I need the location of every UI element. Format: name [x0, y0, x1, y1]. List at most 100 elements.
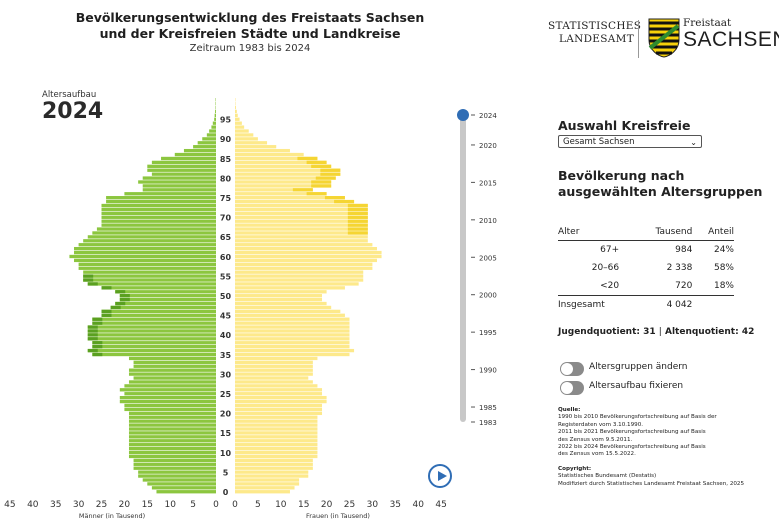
bar-women-age-42: [235, 325, 350, 329]
bar-women-age-96: [235, 113, 238, 118]
bar-women-age-63: [235, 243, 373, 247]
bar-women-age-78: [235, 184, 332, 188]
bar-women-age-11: [235, 446, 318, 451]
bar-men-age-35: [92, 352, 216, 357]
bar-women-age-21: [235, 407, 323, 412]
bar-men-age-11: [128, 446, 216, 451]
bar-men-excess-age-41: [87, 329, 98, 333]
chevron-down-icon: ⌄: [690, 138, 697, 147]
bar-men-excess-age-42: [87, 325, 98, 329]
bar-men-excess-age-46: [101, 309, 112, 314]
slider-tick-label: 1985: [479, 404, 497, 412]
bar-men-age-53: [87, 282, 216, 286]
bar-men-age-8: [133, 458, 216, 463]
total-alter: Insgesamt: [558, 295, 634, 314]
x-tick-label: 20: [119, 500, 131, 510]
bar-women-excess-age-83: [311, 164, 332, 168]
table-row: <20 720 18%: [558, 277, 734, 296]
bar-men-age-72: [101, 207, 216, 212]
bar-men-age-51: [115, 290, 216, 294]
bar-women-age-79: [235, 180, 332, 184]
altersgruppen-toggle[interactable]: [560, 362, 584, 376]
bar-men-age-79: [138, 180, 216, 184]
bar-men-age-81: [151, 172, 216, 176]
bar-men-age-76: [124, 192, 216, 196]
bar-women-age-62: [235, 246, 377, 251]
bar-women-age-60: [235, 254, 382, 259]
bar-men-age-6: [133, 466, 216, 470]
bar-women-age-22: [235, 403, 323, 408]
chart-subtitle: Zeitraum 1983 bis 2024: [189, 43, 311, 54]
slider-tick-label: 1995: [479, 329, 497, 337]
bar-men-age-70: [101, 215, 216, 219]
bar-men-age-33: [133, 360, 216, 365]
bar-women-age-5: [235, 470, 309, 474]
bar-women-age-10: [235, 450, 318, 455]
bar-men-age-84: [151, 160, 216, 165]
bar-women-age-82: [235, 168, 341, 172]
source-notes: Quelle: 1990 bis 2010 Bevölkerungsfortsc…: [558, 407, 773, 488]
bar-women-age-92: [235, 129, 249, 133]
slider-handle[interactable]: [457, 109, 469, 121]
x-tick-label: 5: [190, 500, 196, 510]
bar-women-excess-age-74: [334, 199, 355, 204]
bar-women-age-45: [235, 313, 345, 317]
bar-women-age-59: [235, 258, 377, 263]
bar-men-age-4: [138, 474, 216, 478]
bar-men-excess-age-54: [83, 278, 94, 282]
bar-women-age-18: [235, 419, 318, 423]
bar-men-age-19: [128, 415, 216, 419]
bar-men-age-1: [151, 486, 216, 490]
bar-men-age-90: [202, 137, 216, 141]
bar-men-age-18: [128, 419, 216, 423]
bar-men-age-23: [119, 399, 216, 404]
bar-men-age-67: [96, 227, 216, 231]
bar-women-age-64: [235, 239, 368, 243]
bar-men-age-37: [92, 345, 216, 349]
year-slider[interactable]: 2024 2020 2015 2010 2005 2000 1995 1990 1985 1983: [450, 100, 510, 430]
bar-women-age-47: [235, 305, 332, 310]
bar-men-age-91: [206, 133, 216, 137]
current-year: 2024: [42, 99, 104, 124]
slider-track[interactable]: [460, 115, 466, 422]
altersaufbau-fixieren-toggle[interactable]: [560, 381, 584, 395]
bar-men-age-43: [92, 321, 216, 325]
bar-women-age-65: [235, 235, 368, 239]
total-anteil: [692, 295, 734, 314]
bar-men-age-21: [124, 407, 216, 412]
bar-men-age-25: [124, 392, 216, 396]
bar-women-age-1: [235, 486, 295, 490]
slider-tick-label: 1990: [479, 367, 497, 375]
altersaufbau-label: Altersaufbau: [42, 90, 97, 100]
bar-men-age-71: [101, 211, 216, 216]
bar-women-excess-age-84: [306, 160, 327, 165]
age-tick-label: 50: [220, 292, 232, 301]
bar-women-age-88: [235, 145, 277, 149]
x-tick-label: 10: [164, 500, 176, 510]
bar-women-age-98: [235, 105, 236, 110]
bar-men-age-16: [128, 427, 216, 431]
logo-freistaat-text: Freistaat: [683, 17, 732, 29]
bar-men-age-97: [215, 109, 216, 114]
bar-women-excess-age-77: [292, 188, 313, 192]
region-select[interactable]: Gesamt Sachsen ⌄: [558, 135, 702, 148]
bar-women-age-81: [235, 172, 341, 176]
bar-women-age-73: [235, 203, 368, 208]
bar-women-age-74: [235, 199, 355, 204]
jugendquotient: Jugendquotient: 31: [558, 327, 656, 337]
bar-women-age-4: [235, 474, 309, 478]
table-header-row: Alter Tausend Anteil: [558, 225, 734, 241]
bar-men-age-2: [147, 482, 216, 486]
x-tick-label: 30: [367, 500, 379, 510]
bar-women-age-75: [235, 196, 345, 200]
bar-men-age-13: [128, 439, 216, 443]
bar-women-age-43: [235, 321, 350, 325]
bar-women-age-19: [235, 415, 318, 419]
bar-women-age-76: [235, 192, 327, 196]
age-tick-label: 60: [220, 253, 232, 262]
bar-men-age-66: [92, 231, 216, 235]
play-button[interactable]: [428, 464, 452, 488]
toggle-knob: [561, 363, 573, 375]
toggle-knob: [561, 382, 573, 394]
bar-women-age-36: [235, 348, 355, 353]
